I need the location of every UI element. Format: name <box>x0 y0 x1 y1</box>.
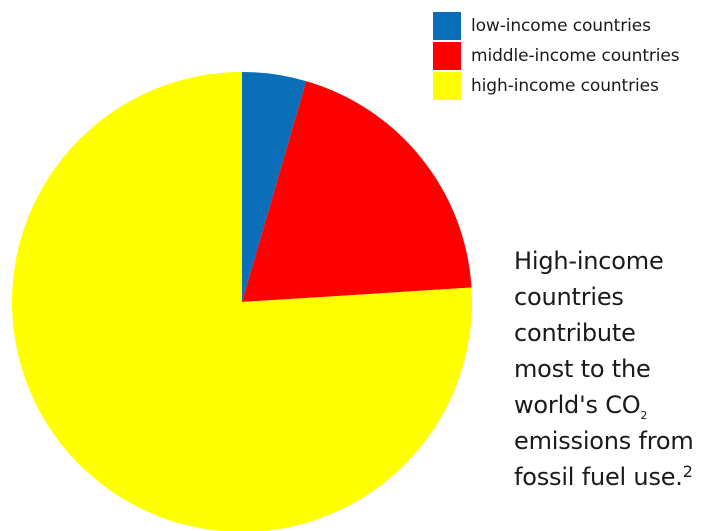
annotation-line: contribute <box>514 319 636 347</box>
legend-swatch-high-income <box>433 72 461 100</box>
legend-label-low-income: low-income countries <box>471 16 651 36</box>
annotation-line: High-income <box>514 247 664 275</box>
legend: low-income countries middle-income count… <box>433 12 680 102</box>
annotation-line: most to the <box>514 355 651 383</box>
annotation-co2-text: world's CO <box>514 391 641 419</box>
annotation-fossil-text: fossil fuel use. <box>514 463 683 491</box>
legend-swatch-low-income <box>433 12 461 40</box>
pie-slice-low-income <box>242 71 307 302</box>
legend-item-middle-income: middle-income countries <box>433 42 680 70</box>
annotation-line: fossil fuel use.2 <box>514 459 722 495</box>
annotation-co2-subscript: 2 <box>640 409 648 422</box>
annotation-text: High-income countries contribute most to… <box>514 243 722 495</box>
annotation-footnote-marker: 2 <box>682 462 693 481</box>
pie-slices <box>12 71 472 531</box>
annotation-line: emissions from <box>514 427 694 455</box>
annotation-line: world's CO2 <box>514 387 722 423</box>
legend-item-high-income: high-income countries <box>433 72 680 100</box>
legend-label-high-income: high-income countries <box>471 76 659 96</box>
pie-slice-middle-income <box>242 81 472 302</box>
legend-item-low-income: low-income countries <box>433 12 680 40</box>
legend-swatch-middle-income <box>433 42 461 70</box>
annotation-line: countries <box>514 283 624 311</box>
pie-slice-high-income <box>12 72 472 531</box>
legend-label-middle-income: middle-income countries <box>471 46 680 66</box>
